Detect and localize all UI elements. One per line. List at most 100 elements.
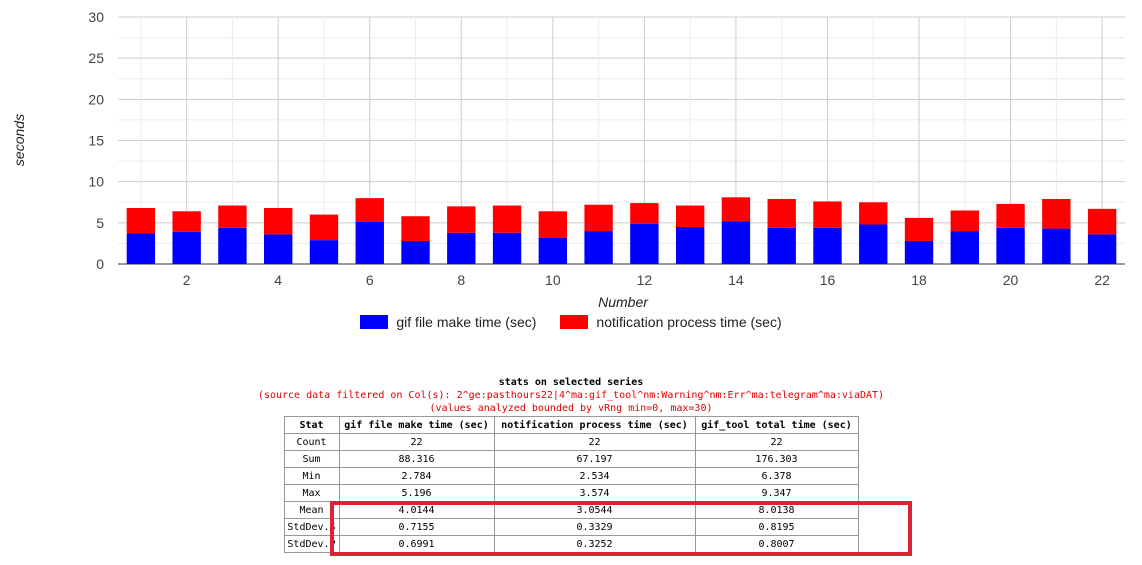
x-tick-label: 16	[820, 272, 836, 288]
bar-gif-make-time[interactable]	[264, 234, 293, 264]
bar-gif-make-time[interactable]	[401, 240, 430, 264]
bar-notification-time[interactable]	[996, 203, 1025, 228]
y-tick-label: 5	[96, 215, 104, 231]
bar-notification-time[interactable]	[1042, 198, 1071, 229]
bar-notification-time[interactable]	[492, 205, 522, 233]
legend-item-notification[interactable]: notification process time (sec)	[560, 314, 782, 330]
bar-gif-make-time[interactable]	[859, 224, 888, 264]
bar-notification-time[interactable]	[675, 205, 705, 227]
stats-header-row: Stat gif file make time (sec) notificati…	[283, 416, 859, 434]
x-tick-label: 12	[637, 272, 653, 288]
bar-gif-make-time[interactable]	[950, 231, 979, 264]
y-tick-label: 0	[96, 256, 104, 272]
bar-notification-time[interactable]	[538, 211, 568, 238]
stats-row-label: StdDev.S	[283, 518, 340, 536]
x-tick-label: 22	[1094, 272, 1110, 288]
stats-cell: 8.0138	[694, 501, 859, 519]
bar-notification-time[interactable]	[950, 210, 979, 232]
bar-notification-time[interactable]	[584, 204, 613, 232]
bar-gif-make-time[interactable]	[218, 227, 247, 264]
stats-range-note: (values analyzed bounded by vRng min=0, …	[429, 403, 713, 414]
legend-item-gif[interactable]: gif file make time (sec)	[360, 314, 536, 330]
bar-notification-time[interactable]	[630, 203, 659, 224]
bar-gif-make-time[interactable]	[721, 221, 751, 264]
stats-body: Count 22 22 22 Sum 88.316 67.197 176.303 Min 2.78…	[283, 433, 859, 553]
bar-notification-time[interactable]	[355, 198, 384, 223]
stats-cell: 6.378	[694, 467, 859, 485]
bar-gif-make-time[interactable]	[447, 232, 476, 264]
bars	[126, 197, 1117, 264]
bar-notification-time[interactable]	[1087, 208, 1117, 235]
bar-gif-make-time[interactable]	[1042, 228, 1071, 264]
y-tick-label: 15	[88, 133, 104, 149]
stats-header-cell: Stat	[283, 416, 340, 434]
legend-swatch-gif	[360, 315, 389, 329]
stats-cell: 22	[493, 433, 696, 451]
stats-row-label: Max	[283, 484, 340, 502]
stats-header-cell: gif file make time (sec)	[338, 416, 495, 434]
legend-label-gif: gif file make time (sec)	[396, 314, 537, 330]
y-tick-label: 25	[88, 50, 104, 66]
legend-swatch-notification	[560, 315, 589, 329]
stats-row-label: Count	[283, 433, 340, 451]
stacked-bar-chart: 0 5 10 15 20 25 30 2 4 6 8 10 12 14 16 18 20 22 Number se…	[11, 9, 1125, 310]
bar-notification-time[interactable]	[767, 198, 796, 228]
bar-notification-time[interactable]	[859, 202, 888, 225]
bar-gif-make-time[interactable]	[767, 227, 796, 264]
stats-row-label: Sum	[283, 450, 340, 468]
stats-row-sum: Sum 88.316 67.197 176.303	[283, 450, 859, 468]
tick-labels: 0 5 10 15 20 25 30 2 4 6 8 10 12 14 16 18 20 22	[88, 9, 1110, 288]
stats-row-label: StdDev.P	[283, 535, 340, 553]
bar-notification-time[interactable]	[264, 208, 293, 235]
x-tick-label: 10	[545, 272, 561, 288]
bar-notification-time[interactable]	[126, 208, 156, 234]
stats-row-stddev-s: StdDev.S 0.7155 0.3329 0.8195	[283, 518, 859, 536]
bar-gif-make-time[interactable]	[492, 232, 522, 264]
bar-notification-time[interactable]	[309, 214, 339, 241]
x-tick-label: 14	[728, 272, 744, 288]
stats-cell: 0.7155	[338, 518, 495, 536]
bar-notification-time[interactable]	[904, 217, 934, 241]
stats-title: stats on selected series	[498, 377, 644, 388]
bar-gif-make-time[interactable]	[1087, 234, 1117, 264]
y-tick-label: 20	[88, 91, 104, 107]
stats-row-max: Max 5.196 3.574 9.347	[283, 484, 859, 502]
y-tick-label: 30	[88, 9, 104, 25]
stats-cell: 3.574	[493, 484, 696, 502]
y-axis-title: seconds	[11, 114, 27, 166]
stats-cell: 0.6991	[338, 535, 495, 553]
x-tick-label: 8	[457, 272, 465, 288]
bar-gif-make-time[interactable]	[355, 222, 384, 264]
bar-gif-make-time[interactable]	[630, 223, 659, 264]
stats-row-min: Min 2.784 2.534 6.378	[283, 467, 859, 485]
legend-label-notification: notification process time (sec)	[596, 314, 782, 330]
stats-row-label: Mean	[283, 501, 340, 519]
stats-cell: 0.3252	[493, 535, 696, 553]
bar-gif-make-time[interactable]	[538, 237, 568, 264]
bar-gif-make-time[interactable]	[309, 240, 339, 264]
bar-notification-time[interactable]	[218, 205, 247, 228]
bar-notification-time[interactable]	[813, 201, 842, 228]
bar-gif-make-time[interactable]	[675, 226, 705, 264]
x-tick-label: 2	[183, 272, 191, 288]
bar-notification-time[interactable]	[447, 206, 476, 233]
bar-gif-make-time[interactable]	[126, 233, 156, 264]
stats-cell: 0.8007	[694, 535, 859, 553]
stats-row-count: Count 22 22 22	[283, 433, 859, 451]
bar-notification-time[interactable]	[721, 197, 751, 222]
bar-notification-time[interactable]	[172, 211, 201, 232]
x-tick-label: 6	[366, 272, 374, 288]
bar-notification-time[interactable]	[401, 216, 430, 241]
stats-cell: 3.0544	[493, 501, 696, 519]
stats-cell: 2.784	[338, 467, 495, 485]
bar-gif-make-time[interactable]	[996, 227, 1025, 264]
bar-gif-make-time[interactable]	[584, 231, 613, 264]
bar-gif-make-time[interactable]	[172, 231, 201, 264]
x-tick-label: 4	[274, 272, 282, 288]
bar-gif-make-time[interactable]	[813, 227, 842, 264]
stats-table: Stat gif file make time (sec) notificati…	[283, 416, 859, 553]
bar-gif-make-time[interactable]	[904, 240, 934, 264]
stats-cell: 22	[338, 433, 495, 451]
stats-row-mean: Mean 4.0144 3.0544 8.0138	[283, 501, 859, 519]
x-tick-label: 18	[911, 272, 927, 288]
